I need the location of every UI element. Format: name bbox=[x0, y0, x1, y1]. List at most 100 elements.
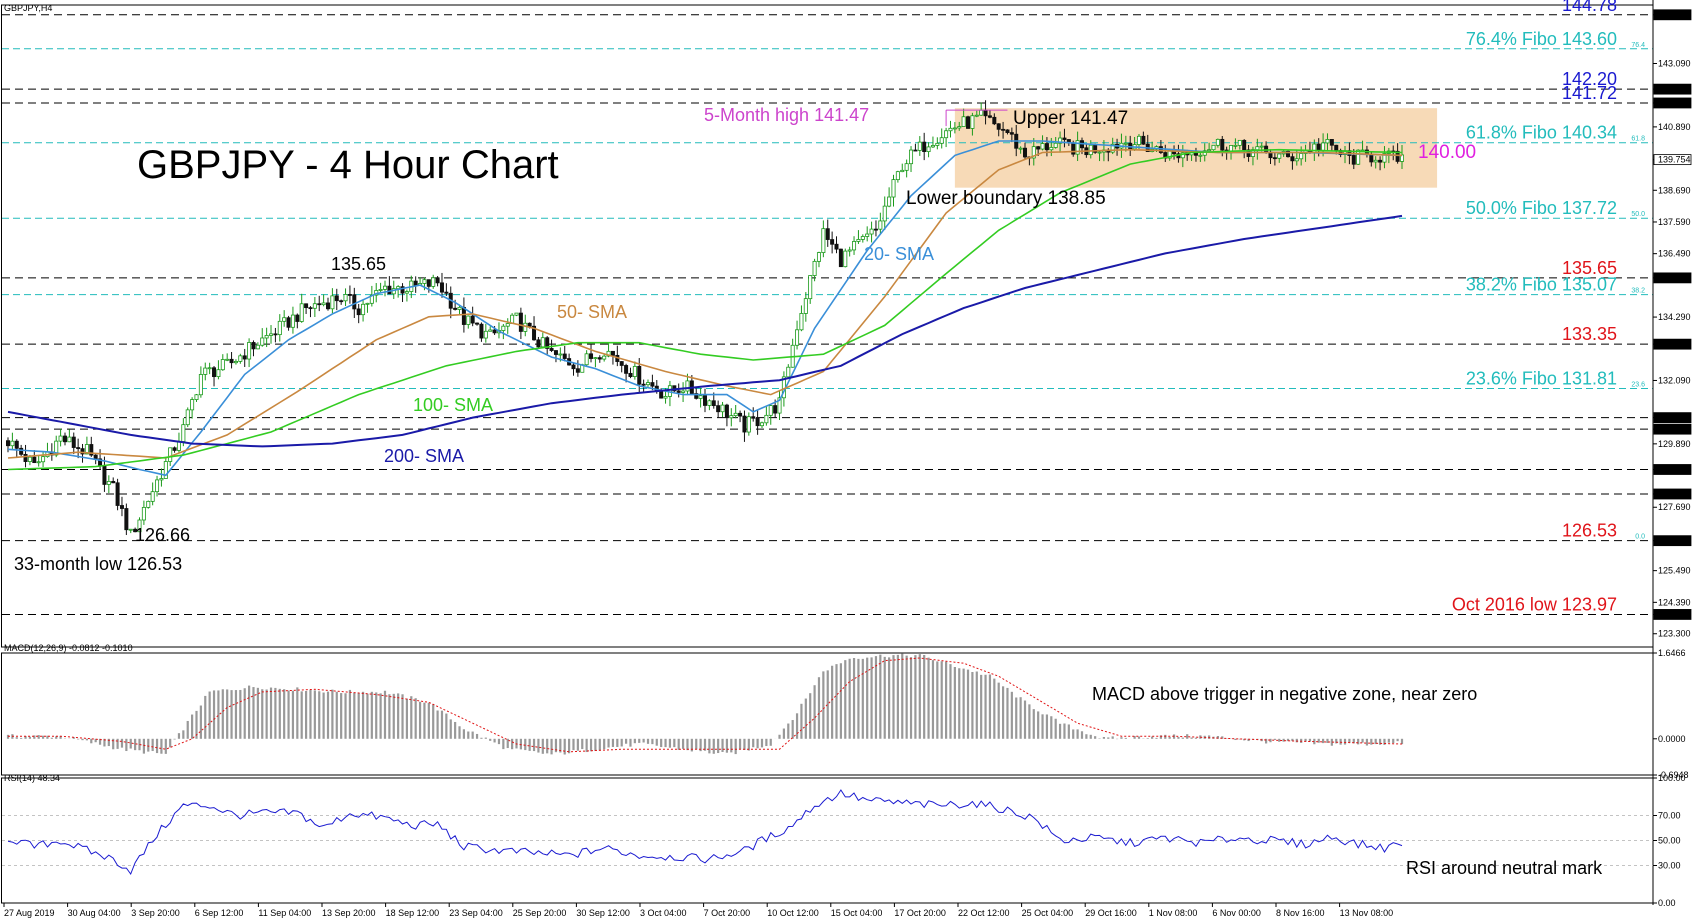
sma200-line bbox=[7, 214, 1403, 448]
candle-body bbox=[676, 390, 681, 393]
candle-body bbox=[891, 179, 896, 198]
fibo-tag: 38.2 bbox=[1631, 288, 1645, 295]
candle-body bbox=[1009, 132, 1014, 135]
candle-body bbox=[571, 364, 576, 370]
level-label: 141.72 bbox=[1562, 83, 1617, 103]
candle-body bbox=[698, 395, 703, 399]
x-tick-label: 6 Sep 12:00 bbox=[195, 908, 244, 918]
candle-body bbox=[624, 365, 629, 374]
y-tick-label: 143.090 bbox=[1658, 58, 1691, 68]
sma20-label: 20- SMA bbox=[864, 244, 934, 264]
candle-body bbox=[1220, 138, 1225, 151]
y-tick-box bbox=[1653, 412, 1692, 424]
candle-body bbox=[987, 115, 992, 118]
candle-body bbox=[352, 294, 357, 310]
candle-body bbox=[339, 300, 344, 303]
candle-body bbox=[76, 447, 81, 450]
candle-body bbox=[646, 382, 651, 386]
candle-body bbox=[220, 359, 225, 371]
candle-body bbox=[71, 436, 76, 448]
chart-title: GBPJPY - 4 Hour Chart bbox=[137, 143, 559, 187]
candle-body bbox=[650, 382, 655, 387]
candle-body bbox=[115, 482, 120, 506]
candle-body bbox=[799, 313, 804, 331]
candle-body bbox=[961, 116, 966, 127]
candle-body bbox=[685, 380, 690, 392]
candle-body bbox=[860, 236, 865, 240]
candle-body bbox=[422, 279, 427, 284]
rsi-label: RSI(14) 48.34 bbox=[4, 773, 60, 783]
candle-body bbox=[23, 453, 28, 462]
y-tick-label: 135.650 bbox=[1658, 273, 1691, 283]
y-tick-label: 138.690 bbox=[1658, 185, 1691, 195]
candle-body bbox=[803, 298, 808, 314]
candle-body bbox=[558, 353, 563, 356]
y-tick-label: 141.720 bbox=[1658, 98, 1691, 108]
candle-body bbox=[681, 390, 686, 393]
candle-body bbox=[1334, 144, 1339, 151]
candle-body bbox=[952, 127, 957, 130]
candle-body bbox=[878, 220, 883, 230]
level-label: 144.78 bbox=[1562, 0, 1617, 15]
candle-body bbox=[102, 464, 107, 485]
candle-body bbox=[637, 365, 642, 385]
candle-body bbox=[589, 353, 594, 359]
candle-body bbox=[14, 440, 19, 449]
candle-body bbox=[382, 285, 387, 290]
y-tick-label: 139.754 bbox=[1658, 155, 1691, 165]
candle-body bbox=[742, 415, 747, 433]
y-tick-box bbox=[1653, 9, 1692, 21]
candle-body bbox=[119, 505, 124, 509]
candle-body bbox=[970, 115, 975, 129]
candle-body bbox=[62, 435, 67, 443]
candle-body bbox=[663, 396, 668, 399]
candle-body bbox=[181, 424, 186, 442]
candle-body bbox=[260, 337, 265, 346]
candle-body bbox=[584, 353, 589, 366]
candle-body bbox=[992, 116, 997, 125]
candle-body bbox=[944, 130, 949, 139]
candle-body bbox=[343, 294, 348, 302]
y-tick-label: 124.390 bbox=[1658, 597, 1691, 607]
candle-body bbox=[619, 361, 624, 366]
candle-body bbox=[1255, 146, 1260, 151]
y-tick-label: 0.00 bbox=[1658, 898, 1676, 908]
candle-body bbox=[773, 405, 778, 414]
candle-body bbox=[326, 302, 331, 310]
candle-body bbox=[470, 315, 475, 324]
candle-body bbox=[869, 228, 874, 235]
candle-body bbox=[549, 348, 554, 351]
candle-body bbox=[36, 461, 41, 464]
candle-body bbox=[716, 405, 721, 413]
candle-body bbox=[317, 303, 322, 306]
candle-body bbox=[308, 307, 313, 310]
x-tick-label: 25 Oct 04:00 bbox=[1022, 908, 1074, 918]
candle-body bbox=[1198, 154, 1203, 157]
y-tick-box bbox=[1653, 97, 1692, 109]
level-label: 135.65 bbox=[1562, 258, 1617, 278]
candle-body bbox=[1058, 137, 1063, 144]
candle-body bbox=[277, 320, 282, 336]
candle-body bbox=[786, 366, 791, 378]
candle-body bbox=[939, 137, 944, 144]
month33-low-label: 33-month low 126.53 bbox=[14, 554, 182, 574]
x-tick-label: 23 Sep 04:00 bbox=[449, 908, 503, 918]
candle-body bbox=[1272, 157, 1277, 160]
candle-body bbox=[251, 342, 256, 350]
candle-body bbox=[207, 367, 212, 370]
y-tick-label: 128.150 bbox=[1658, 489, 1691, 499]
x-tick-label: 13 Nov 08:00 bbox=[1340, 908, 1394, 918]
candle-body bbox=[185, 409, 190, 426]
candle-body bbox=[190, 399, 195, 411]
candle-body bbox=[304, 303, 309, 309]
candle-body bbox=[641, 383, 646, 386]
fibo-tag: 23.6 bbox=[1631, 382, 1645, 389]
candle-body bbox=[1049, 147, 1054, 151]
candle-body bbox=[212, 367, 217, 378]
candle-body bbox=[141, 506, 146, 521]
candle-body bbox=[922, 141, 927, 153]
candle-body bbox=[431, 277, 436, 287]
macd-signal-line bbox=[8, 657, 1403, 753]
